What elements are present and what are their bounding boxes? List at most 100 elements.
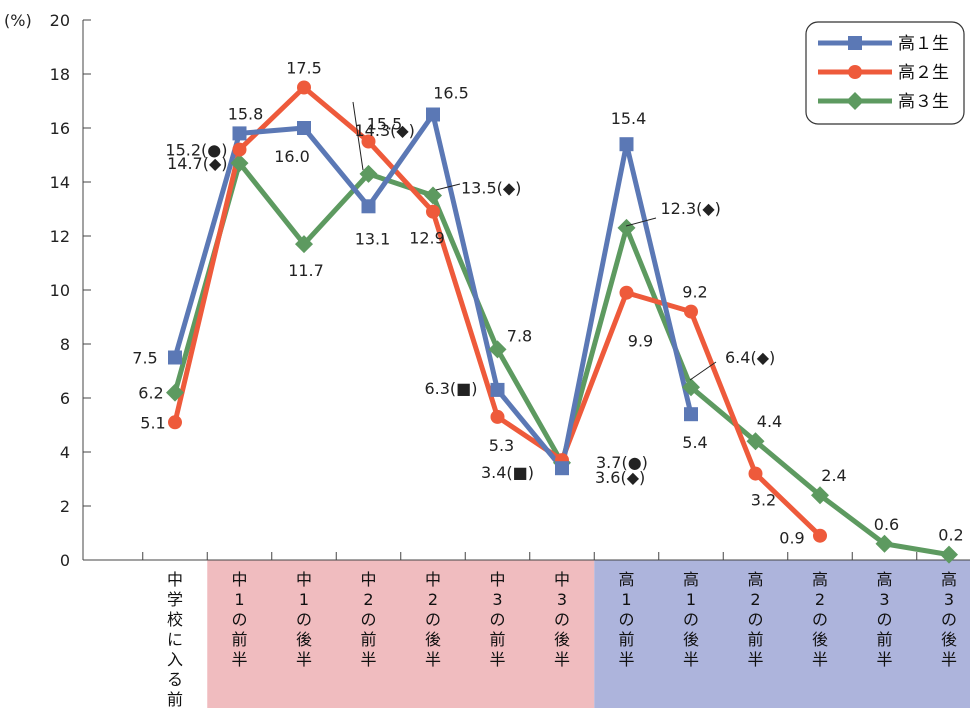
data-label: 0.9	[779, 529, 804, 548]
series-line-diamond	[172, 160, 950, 558]
data-point-diamond	[940, 545, 958, 564]
data-point-circle	[619, 285, 634, 300]
data-label: 15.2(●)	[165, 141, 227, 160]
y-tick-label: 0	[60, 551, 70, 570]
data-point-circle	[748, 466, 763, 481]
x-category-label: 高 2 の前半	[747, 570, 763, 669]
data-label: 16.0	[274, 147, 310, 166]
data-label: 13.5(◆)	[461, 179, 521, 198]
x-category-label: 高 3 の後半	[941, 570, 957, 669]
y-tick-label: 12	[50, 227, 70, 246]
x-category-label: 高 1 の後半	[683, 570, 699, 669]
data-point-square	[555, 461, 569, 476]
data-label: 5.4	[682, 433, 707, 452]
data-point-diamond	[682, 378, 700, 397]
data-label: 5.3	[489, 436, 514, 455]
data-point-square	[490, 382, 505, 397]
category-band-0	[207, 560, 595, 708]
category-band-1	[594, 560, 970, 708]
x-category-label: 中 1 の前半	[231, 570, 247, 669]
x-category-label: 中学校に入る前	[167, 570, 183, 708]
data-label: 6.2	[138, 384, 163, 403]
data-point-diamond	[488, 340, 507, 359]
data-label: 6.4(◆)	[725, 348, 775, 367]
leader-line	[435, 183, 461, 191]
data-point-square	[168, 350, 182, 365]
y-tick-label: 10	[50, 281, 70, 300]
data-point-square	[426, 107, 440, 122]
x-category-label: 高 1 の前半	[618, 570, 634, 669]
x-category-label: 中 2 の前半	[360, 570, 376, 669]
legend-label: 高１生	[898, 34, 949, 54]
y-tick-label: 4	[60, 443, 70, 462]
data-point-square	[684, 407, 698, 422]
data-label: 14.7(◆)	[167, 154, 227, 173]
x-category-label: 中 3 の後半	[554, 570, 570, 669]
data-label: 15.8	[228, 104, 264, 123]
y-tick-label: 6	[60, 389, 70, 408]
data-point-circle	[232, 142, 247, 157]
data-label: 14.3(◆)	[355, 121, 415, 140]
data-label: 4.4	[757, 412, 782, 431]
data-point-square	[297, 121, 311, 135]
data-point-diamond	[359, 164, 378, 183]
data-point-diamond	[811, 486, 829, 505]
data-point-square	[232, 126, 247, 141]
data-point-diamond	[295, 235, 313, 254]
data-point-diamond	[617, 218, 636, 237]
data-point-diamond	[875, 534, 894, 553]
data-label: 11.7	[288, 261, 324, 280]
y-tick-label: 16	[50, 119, 70, 138]
data-label: 7.8	[507, 326, 532, 345]
x-category-label: 高 3 の前半	[876, 570, 892, 669]
data-point-diamond	[424, 186, 442, 205]
leader-line	[689, 361, 717, 381]
y-tick-label: 14	[50, 173, 70, 192]
data-label: 9.2	[682, 283, 707, 302]
data-point-circle	[684, 304, 698, 319]
data-point-diamond	[166, 383, 184, 402]
data-label: 3.2	[751, 491, 776, 510]
data-label: 12.9	[409, 229, 445, 248]
leader-line	[625, 217, 657, 227]
data-label: 3.4(■)	[481, 463, 534, 482]
data-point-circle	[813, 528, 827, 543]
data-label: 12.3(◆)	[661, 199, 721, 218]
y-tick-label: 2	[60, 497, 70, 516]
legend-marker-diamond	[846, 92, 864, 110]
y-tick-label: 18	[50, 65, 70, 84]
series-line-square	[172, 112, 694, 471]
y-axis-unit-label: (%)	[4, 11, 32, 30]
data-label: 6.3(■)	[424, 379, 477, 398]
data-label: 3.7(●)	[596, 453, 648, 472]
data-point-diamond	[746, 432, 765, 451]
legend-label: 高２生	[898, 63, 949, 83]
data-label: 15.4	[611, 109, 647, 128]
legend-marker-circle	[848, 65, 862, 79]
data-point-circle	[361, 134, 376, 149]
data-label: 2.4	[821, 466, 846, 485]
data-point-diamond	[230, 154, 249, 173]
leader-line	[352, 101, 364, 171]
data-label: 15.5	[367, 115, 403, 134]
data-point-square	[361, 199, 376, 214]
data-label: 5.1	[140, 413, 165, 432]
y-tick-label: 8	[60, 335, 70, 354]
data-label: 3.6(◆)	[595, 468, 645, 487]
x-category-label: 中 2 の後半	[425, 570, 441, 669]
data-point-circle	[168, 415, 182, 430]
legend-marker-square	[848, 36, 862, 50]
data-label: 7.5	[132, 349, 157, 368]
data-label: 13.1	[355, 229, 391, 248]
x-category-label: 中 3 の前半	[489, 570, 505, 669]
data-point-circle	[426, 204, 440, 219]
data-label: 9.9	[628, 332, 653, 351]
x-category-label: 中 1 の後半	[296, 570, 312, 669]
data-label: 0.2	[938, 526, 963, 545]
data-point-circle	[490, 409, 505, 424]
data-label: 17.5	[286, 59, 322, 78]
data-label: 0.6	[874, 515, 899, 534]
data-point-circle	[297, 80, 311, 95]
data-label: 16.5	[433, 84, 469, 103]
